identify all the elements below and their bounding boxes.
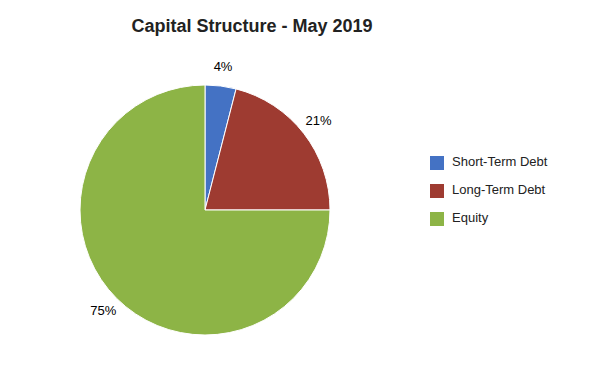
legend-label: Equity (452, 210, 489, 225)
legend-swatch (430, 184, 444, 198)
title: Capital Structure - May 2019 (131, 16, 372, 36)
legend-item: Short-Term Debt (430, 154, 548, 170)
data-label: 21% (306, 113, 332, 128)
legend-label: Short-Term Debt (452, 154, 548, 169)
data-label: 75% (90, 303, 116, 318)
data-label: 4% (214, 59, 233, 74)
legend-label: Long-Term Debt (452, 182, 546, 197)
legend: Short-Term Debt Long-Term Debt Equity (430, 154, 548, 226)
slice (205, 89, 330, 210)
slice (80, 85, 330, 335)
legend-item: Equity (430, 210, 489, 226)
data-labels: 4% 21% 75% (90, 59, 332, 318)
pie (80, 85, 330, 335)
legend-item: Long-Term Debt (430, 182, 546, 198)
chart: Capital Structure - May 2019 4% 21% 75% Shor… (0, 0, 600, 382)
legend-swatch (430, 212, 444, 226)
legend-swatch (430, 156, 444, 170)
